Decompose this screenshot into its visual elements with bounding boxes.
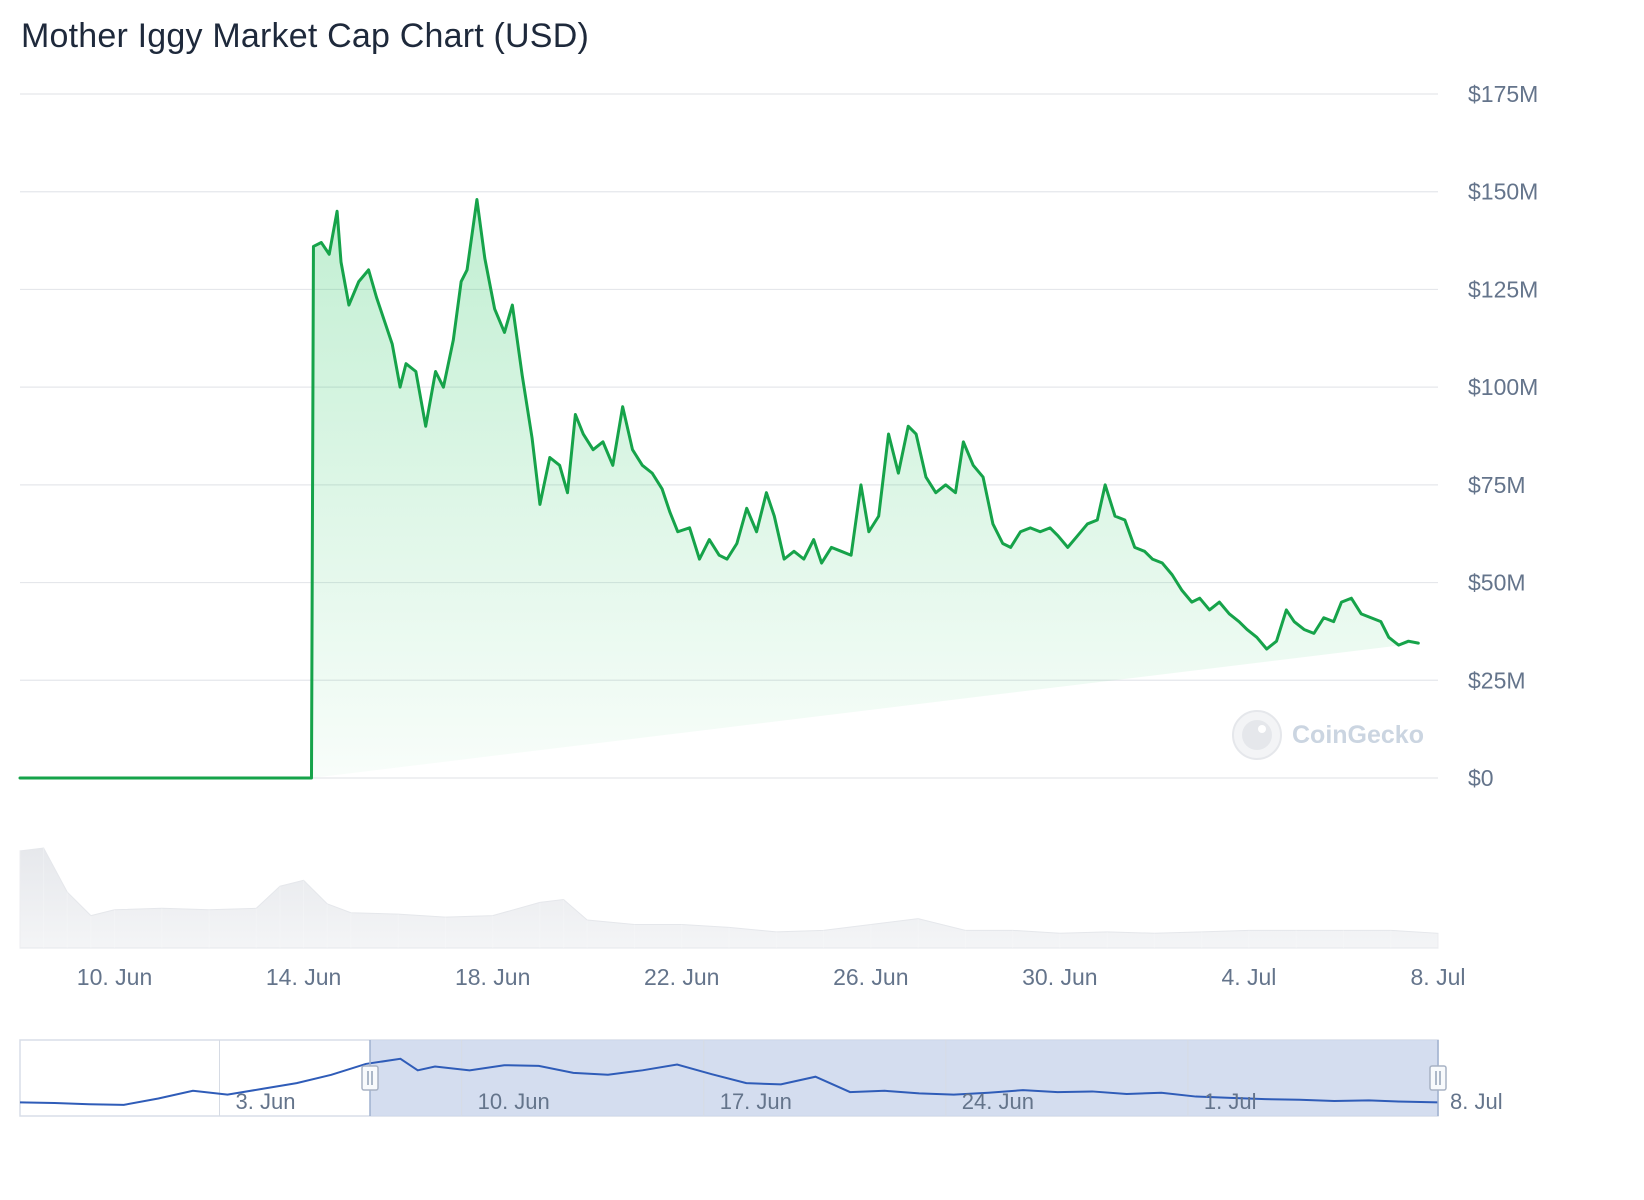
x-tick-label-4: 26. Jun <box>833 964 908 990</box>
navigator-right-handle[interactable] <box>1429 1040 1447 1116</box>
x-tick-label-5: 30. Jun <box>1022 964 1097 990</box>
x-tick-label-7: 8. Jul <box>1411 964 1466 990</box>
navigator-tick-label-2: 17. Jun <box>720 1089 792 1114</box>
navigator-left-grip[interactable] <box>361 1065 379 1091</box>
x-tick-label-0: 10. Jun <box>77 964 152 990</box>
y-tick-label-6: $150M <box>1468 179 1538 205</box>
series-layer[interactable] <box>18 0 1462 780</box>
range-navigator[interactable]: 3. Jun 10. Jun 17. Jun 24. Jun 1. Jul 8. Jul <box>19 1039 1503 1117</box>
y-tick-label-2: $50M <box>1468 570 1526 596</box>
market-cap-area <box>311 199 1419 778</box>
navigator-tick-label-4: 1. Jul <box>1204 1089 1257 1114</box>
navigator-tick-label-3: 24. Jun <box>962 1089 1034 1114</box>
navigator-labels: 3. Jun 10. Jun 17. Jun 24. Jun 1. Jul 8. Jul <box>236 1089 1503 1114</box>
navigator-line <box>19 1057 1439 1106</box>
chart-title: Mother Iggy Market Cap Chart (USD) <box>21 17 589 55</box>
volume-layer <box>19 847 1439 949</box>
y-tick-label-0: $0 <box>1468 765 1494 791</box>
coingecko-watermark: CoinGecko <box>1232 710 1424 760</box>
x-axis-labels: 10. Jun 14. Jun 18. Jun 22. Jun 26. Jun 30. J… <box>77 964 1466 990</box>
y-tick-label-7: $175M <box>1468 81 1538 107</box>
coingecko-watermark-text: CoinGecko <box>1292 721 1424 749</box>
x-tick-label-6: 4. Jul <box>1221 964 1276 990</box>
y-tick-label-3: $75M <box>1468 472 1526 498</box>
x-tick-label-3: 22. Jun <box>644 964 719 990</box>
x-tick-label-1: 14. Jun <box>266 964 341 990</box>
x-tick-label-2: 18. Jun <box>455 964 530 990</box>
navigator-selected-range[interactable] <box>370 1040 1438 1116</box>
navigator-tick-label-1: 10. Jun <box>478 1089 550 1114</box>
navigator-tick-label-0: 3. Jun <box>236 1089 296 1114</box>
volume-area <box>19 847 1439 949</box>
y-tick-label-4: $100M <box>1468 374 1538 400</box>
y-axis-labels: $0 $25M $50M $75M $100M $125M $150M $175M <box>1468 81 1538 791</box>
y-tick-label-1: $25M <box>1468 667 1526 693</box>
market-cap-line[interactable] <box>18 198 1420 780</box>
navigator-left-handle[interactable] <box>361 1040 379 1116</box>
navigator-handles[interactable] <box>361 1040 1447 1116</box>
navigator-right-grip[interactable] <box>1429 1065 1447 1091</box>
navigator-grid <box>219 1040 1189 1116</box>
navigator-tick-label-5: 8. Jul <box>1450 1089 1503 1114</box>
y-tick-label-5: $125M <box>1468 276 1538 302</box>
